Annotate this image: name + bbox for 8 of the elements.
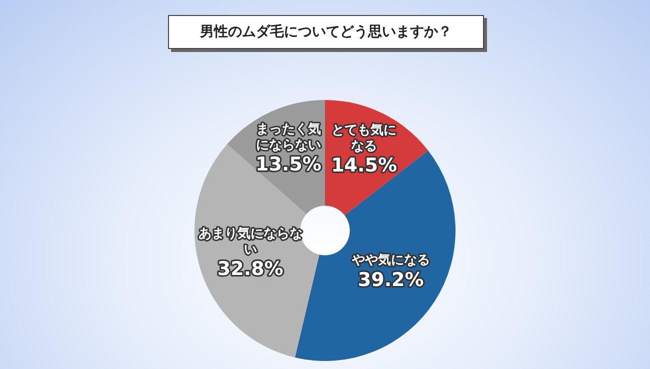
data-label: 13.5% xyxy=(256,154,322,176)
slice-label: やや気になる xyxy=(350,253,430,268)
data-label: 39.2% xyxy=(358,268,424,291)
data-label: 32.8% xyxy=(217,258,284,280)
data-label: 14.5% xyxy=(331,154,397,177)
slice-label: まったく気にならない xyxy=(256,122,321,153)
chart-title: 男性のムダ毛についてどう思いますか？ xyxy=(168,15,484,49)
slice-label: とても気になる xyxy=(332,123,397,154)
